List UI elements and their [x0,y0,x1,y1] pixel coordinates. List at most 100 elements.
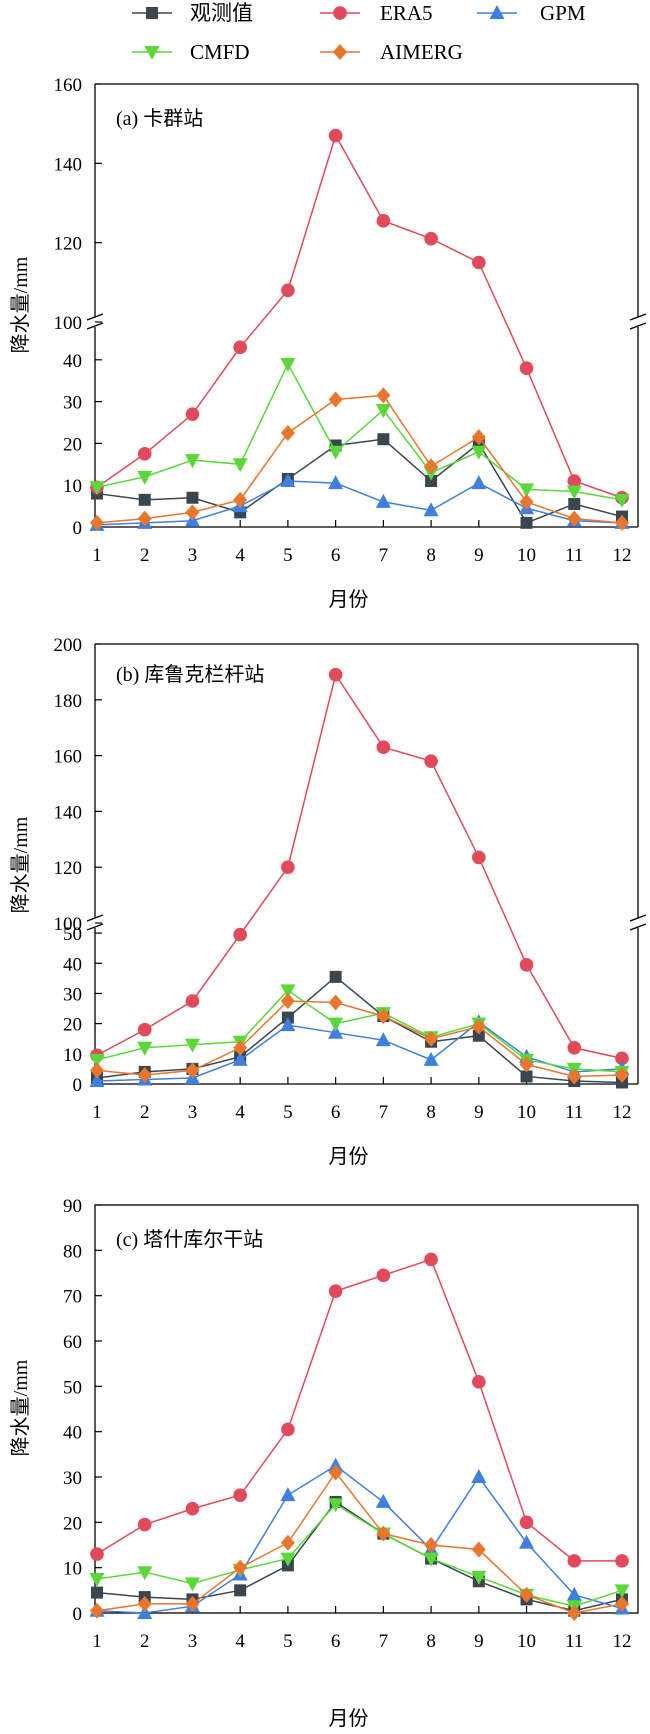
data-point [89,1072,105,1087]
legend-label: AIMERG [380,40,463,64]
data-point [568,498,581,511]
panel-title: (a) 卡群站 [116,107,203,130]
x-tick-label: 1 [92,545,102,566]
y-tick-label: 20 [63,434,82,455]
data-point [91,1586,103,1599]
series-cmfd [89,357,630,508]
x-tick-label: 11 [565,1631,583,1652]
data-point [90,1602,104,1619]
data-point [328,1017,344,1032]
data-point [519,1586,534,1603]
data-point [137,510,152,527]
x-ticks: 1 2 3 4 5 6 7 8 9 10 11 12 [92,1606,632,1652]
data-point [185,1062,200,1079]
legend-item-observed: 观测值 [132,1,253,25]
data-point [184,1577,200,1592]
data-point [519,1534,535,1549]
legend-marker [146,7,158,19]
y-tick-label: 40 [63,1423,82,1444]
series-aimerg [90,993,629,1085]
data-point [471,1018,486,1035]
x-tick-label: 11 [565,545,583,566]
x-tick-label: 11 [565,1102,583,1123]
series-line [96,672,623,1060]
x-tick-label: 10 [517,1631,536,1652]
series-line [96,394,623,524]
y-tick-label: 60 [63,1332,82,1353]
data-point [376,740,391,755]
legend: 观测值 ERA5 GPM CMFD AIMERG [132,1,586,64]
x-axis-label: 月份 [329,1707,369,1730]
y-tick-label: 0 [73,1604,83,1625]
data-point [138,493,151,506]
x-tick-label: 9 [474,1102,484,1123]
y-tick-label: 30 [63,393,82,414]
data-point [233,927,247,942]
series-gpm [89,1014,630,1087]
data-point [281,860,295,874]
x-tick-label: 8 [426,1631,436,1652]
axis-break-mark [86,923,104,931]
data-point [328,391,343,408]
data-point [425,475,438,488]
data-point [423,502,439,517]
data-point [137,1605,153,1619]
y-tick-label: 200 [54,635,83,656]
data-point [89,481,105,496]
x-tick-label: 4 [235,545,245,566]
y-tick-label: 40 [63,954,82,975]
data-point [89,1573,105,1587]
data-point [281,1422,295,1437]
series-line [96,362,623,501]
y-tick-label: 30 [63,984,82,1005]
data-point [137,1595,152,1612]
data-point [615,1066,629,1083]
axis-break-mark [629,322,647,330]
series-gpm [89,1457,630,1619]
series-line [96,1021,623,1082]
y-axis-label: 降水量/mm [9,256,32,353]
x-tick-label: 9 [474,1631,484,1652]
data-point [280,984,296,999]
series-line [96,975,623,1084]
data-point [90,514,104,531]
x-tick-label: 1 [92,1102,102,1123]
data-point [328,1498,344,1513]
y-tick-label: 40 [63,351,82,372]
data-point [471,1570,487,1585]
data-point [234,1584,247,1597]
series-era5 [90,667,629,1066]
data-point [328,667,343,682]
x-tick-label: 5 [283,1102,293,1123]
data-point [614,493,630,508]
data-point [376,387,391,404]
x-tick-label: 7 [379,1102,389,1123]
y-tick-label: 140 [54,154,83,175]
plot-frame [86,83,647,528]
y-tick-label: 0 [73,1075,83,1096]
data-point [519,483,535,498]
x-tick-label: 3 [188,545,198,566]
data-point [137,1517,152,1532]
x-tick-label: 1 [92,1631,102,1652]
data-point [233,340,247,355]
y-tick-label: 160 [54,747,83,768]
y-ticks: 0 10 20 30 40 50 60 70 80 90 [63,1196,102,1625]
x-tick-label: 8 [426,1102,436,1123]
axis-box [94,1204,639,1614]
data-point [615,514,629,531]
legend-label: CMFD [190,40,250,64]
series-line [96,480,623,526]
data-point [567,1068,582,1085]
y-tick-label: 10 [63,1045,82,1066]
y-tick-label: 30 [63,1468,82,1489]
data-point [89,1053,105,1068]
data-point [137,1066,152,1083]
y-tick-label: 180 [54,691,83,712]
data-point [376,1008,391,1025]
y-tick-label: 10 [63,476,82,497]
data-point [280,1552,296,1567]
series-line [96,1471,623,1614]
